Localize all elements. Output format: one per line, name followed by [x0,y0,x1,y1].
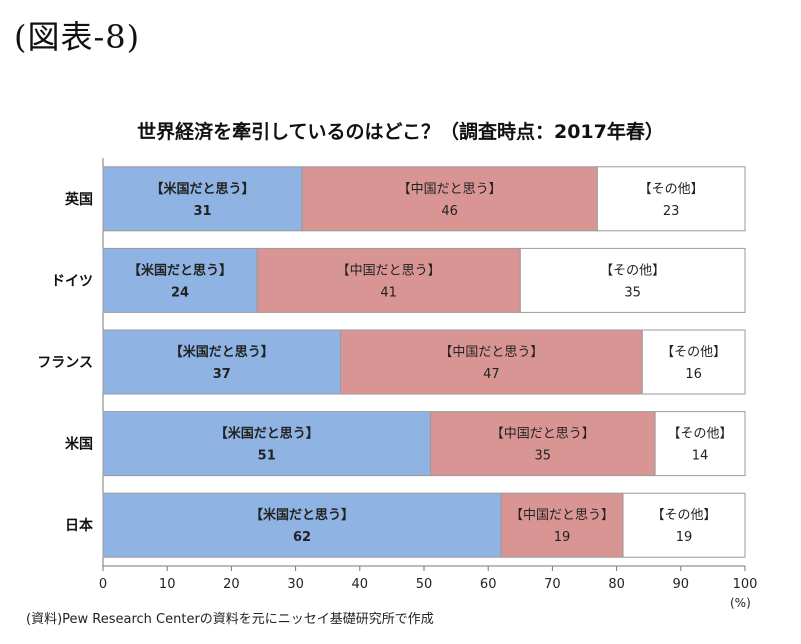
category-label: 英国 [64,191,93,208]
segment-value-label: 47 [483,367,500,382]
bar-segment [102,329,342,395]
segment-series-label: 【米国だと思う】 [250,507,354,523]
segment-series-label: 【米国だと思う】 [170,344,274,360]
x-tick-label: 20 [223,577,240,592]
segment-series-label: 【中国だと思う】 [510,508,614,523]
bar-segment [256,247,521,313]
bar-segment [622,492,746,558]
segment-value-label: 14 [692,449,709,464]
segment-series-label: 【米国だと思う】 [128,262,232,278]
bar-segment [301,166,598,232]
x-tick-label: 0 [99,577,107,592]
segment-value-label: 19 [676,530,693,545]
segment-series-label: 【中国だと思う】 [491,427,595,442]
category-label: 米国 [65,436,93,453]
bar-segment [102,166,303,232]
bar-segment [641,329,746,395]
bar-segment [654,411,746,477]
segment-value-label: 31 [193,204,211,219]
segment-series-label: 【米国だと思う】 [215,426,319,442]
segment-value-label: 37 [213,367,231,382]
segment-series-label: 【その他】 [600,263,665,278]
bar-segment [102,492,502,558]
x-tick-label: 80 [608,577,625,592]
segment-series-label: 【その他】 [639,182,704,197]
x-tick-label: 40 [352,577,369,592]
segment-series-label: 【中国だと思う】 [398,182,502,197]
x-tick-label: 60 [480,577,497,592]
bar-segment [102,411,431,477]
x-tick-label: 100 [733,577,758,592]
x-tick-label: 70 [544,577,561,592]
bar-segment [519,247,746,313]
segment-value-label: 24 [171,285,189,300]
bar-segment [596,166,746,232]
segment-value-label: 41 [380,285,397,300]
bar-segment [500,492,624,558]
bar-segment [340,329,643,395]
source-note: (資料)Pew Research Centerの資料を元にニッセイ基礎研究所で作… [26,612,434,627]
chart-title: 世界経済を牽引しているのはどこ？（調査時点：2017年春） [137,121,664,143]
segment-value-label: 46 [441,204,458,219]
segment-value-label: 51 [258,449,276,464]
x-tick-label: 50 [416,577,433,592]
segment-value-label: 35 [534,449,551,464]
category-label: フランス [37,355,93,371]
category-label: ドイツ [51,273,93,289]
x-tick-label: 90 [673,577,690,592]
figure-label: (図表-8) [14,18,141,56]
x-tick-label: 10 [159,577,176,592]
x-tick-label: 30 [287,577,304,592]
category-label: 日本 [65,517,94,534]
segment-value-label: 23 [663,204,680,219]
segment-series-label: 【中国だと思う】 [337,263,441,278]
bar-segment [102,247,258,313]
segment-series-label: 【その他】 [661,345,726,360]
bar-segment [429,411,656,477]
segment-value-label: 35 [624,285,641,300]
segment-series-label: 【その他】 [668,427,733,442]
segment-series-label: 【中国だと思う】 [439,345,543,360]
segment-series-label: 【米国だと思う】 [151,181,255,197]
segment-value-label: 16 [685,367,702,382]
segment-series-label: 【その他】 [652,508,717,523]
segment-value-label: 19 [554,530,571,545]
segment-value-label: 62 [293,530,311,545]
x-axis-unit: (%) [730,596,751,610]
